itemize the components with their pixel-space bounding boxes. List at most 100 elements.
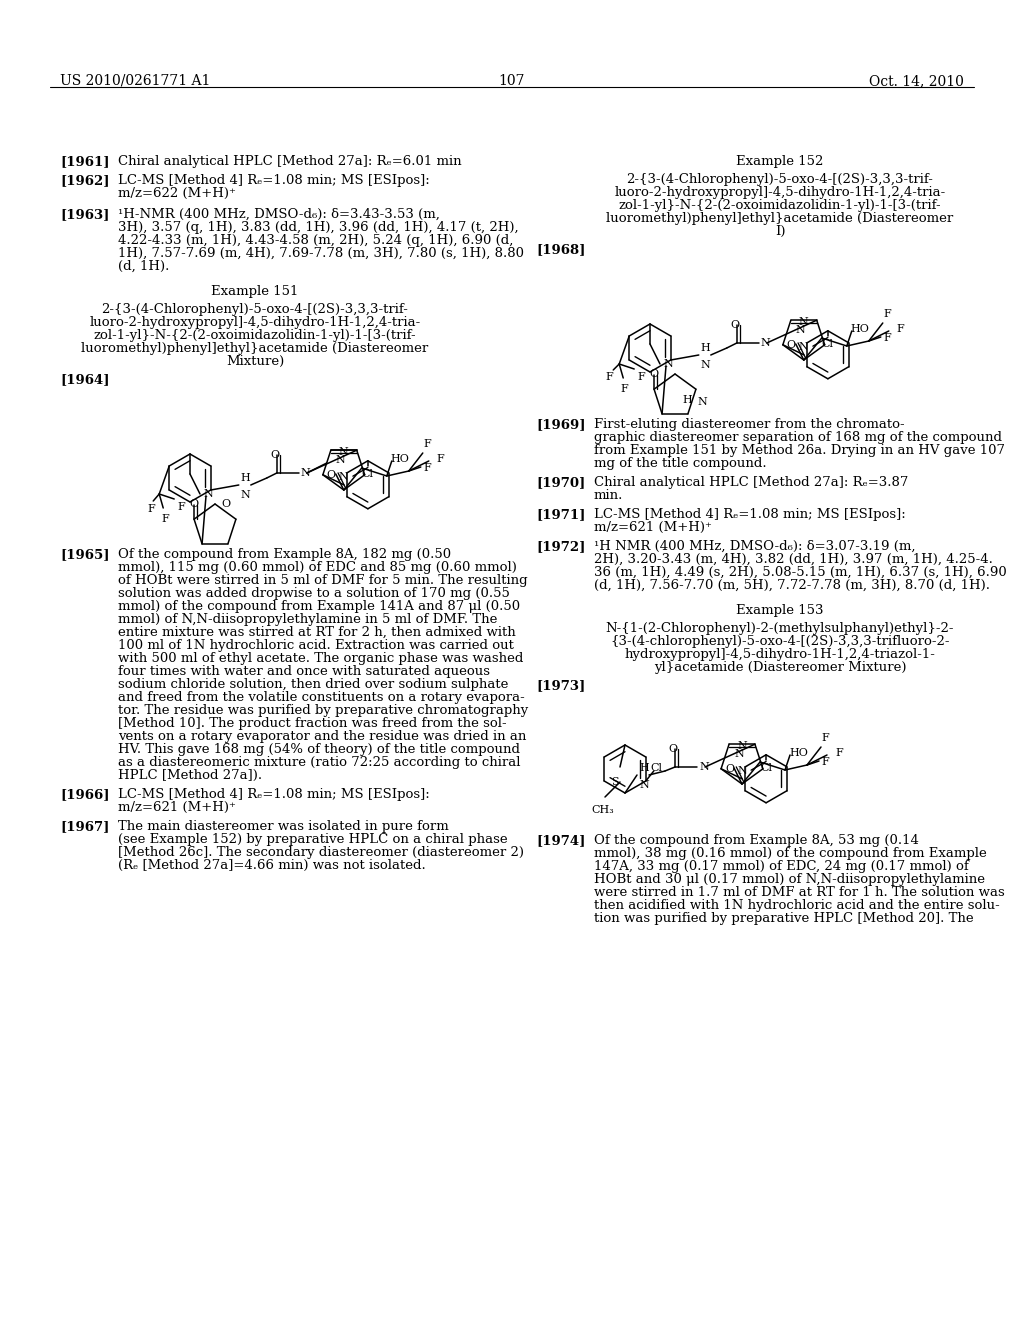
Text: m/z=621 (M+H)⁺: m/z=621 (M+H)⁺ [118, 801, 236, 814]
Text: First-eluting diastereomer from the chromato-: First-eluting diastereomer from the chro… [594, 418, 904, 432]
Text: as a diastereomeric mixture (ratio 72:25 according to chiral: as a diastereomeric mixture (ratio 72:25… [118, 756, 520, 770]
Text: HO: HO [851, 323, 869, 334]
Text: hydroxypropyl]-4,5-dihydro-1H-1,2,4-triazol-1-: hydroxypropyl]-4,5-dihydro-1H-1,2,4-tria… [625, 648, 936, 661]
Text: Example 151: Example 151 [211, 285, 299, 298]
Text: were stirred in 1.7 ml of DMF at RT for 1 h. The solution was: were stirred in 1.7 ml of DMF at RT for … [594, 886, 1005, 899]
Text: I): I) [775, 224, 785, 238]
Text: mmol), 115 mg (0.60 mmol) of EDC and 85 mg (0.60 mmol): mmol), 115 mg (0.60 mmol) of EDC and 85 … [118, 561, 517, 574]
Text: N: N [336, 455, 346, 465]
Text: N: N [737, 742, 746, 751]
Text: F: F [177, 502, 185, 512]
Text: LC-MS [Method 4] Rₑ=1.08 min; MS [ESIpos]:: LC-MS [Method 4] Rₑ=1.08 min; MS [ESIpos… [118, 174, 430, 187]
Text: entire mixture was stirred at RT for 2 h, then admixed with: entire mixture was stirred at RT for 2 h… [118, 626, 516, 639]
Text: [1963]: [1963] [60, 209, 110, 220]
Text: (see Example 152) by preparative HPLC on a chiral phase: (see Example 152) by preparative HPLC on… [118, 833, 508, 846]
Text: sodium chloride solution, then dried over sodium sulphate: sodium chloride solution, then dried ove… [118, 678, 508, 690]
Text: F: F [883, 309, 891, 319]
Text: mmol) of the compound from Example 141A and 87 μl (0.50: mmol) of the compound from Example 141A … [118, 601, 520, 612]
Text: F: F [437, 454, 444, 465]
Text: F: F [821, 733, 828, 743]
Text: yl}acetamide (Diastereomer Mixture): yl}acetamide (Diastereomer Mixture) [653, 661, 906, 675]
Text: O: O [649, 370, 658, 379]
Text: F: F [423, 463, 431, 473]
Text: [1966]: [1966] [60, 788, 110, 801]
Text: The main diastereomer was isolated in pure form: The main diastereomer was isolated in pu… [118, 820, 449, 833]
Text: 107: 107 [499, 74, 525, 88]
Text: [1973]: [1973] [536, 678, 586, 692]
Text: Cl: Cl [361, 469, 374, 479]
Text: H: H [700, 343, 711, 352]
Text: Example 153: Example 153 [736, 605, 823, 616]
Text: N: N [203, 488, 213, 499]
Text: four times with water and once with saturated aqueous: four times with water and once with satu… [118, 665, 490, 678]
Text: HO: HO [391, 454, 410, 465]
Text: HPLC [Method 27a]).: HPLC [Method 27a]). [118, 770, 262, 781]
Text: luoromethyl)phenyl]ethyl}acetamide (Diastereomer: luoromethyl)phenyl]ethyl}acetamide (Dias… [81, 342, 429, 355]
Text: from Example 151 by Method 26a. Drying in an HV gave 107: from Example 151 by Method 26a. Drying i… [594, 444, 1005, 457]
Text: F: F [621, 384, 628, 393]
Text: O: O [327, 470, 336, 480]
Text: luoromethyl)phenyl]ethyl}acetamide (Diastereomer: luoromethyl)phenyl]ethyl}acetamide (Dias… [606, 213, 953, 224]
Text: HOBt and 30 μl (0.17 mmol) of N,N-diisopropylethylamine: HOBt and 30 μl (0.17 mmol) of N,N-diisop… [594, 873, 985, 886]
Text: O: O [730, 319, 739, 330]
Text: [1967]: [1967] [60, 820, 110, 833]
Text: luoro-2-hydroxypropyl]-4,5-dihydro-1H-1,2,4-tria-: luoro-2-hydroxypropyl]-4,5-dihydro-1H-1,… [614, 186, 945, 199]
Text: N: N [700, 360, 711, 370]
Text: H: H [241, 473, 251, 483]
Text: {3-(4-chlorophenyl)-5-oxo-4-[(2S)-3,3,3-trifluoro-2-: {3-(4-chlorophenyl)-5-oxo-4-[(2S)-3,3,3-… [610, 635, 949, 648]
Text: O: O [725, 764, 734, 774]
Text: O: O [669, 744, 678, 754]
Text: N: N [339, 447, 349, 457]
Text: 36 (m, 1H), 4.49 (s, 2H), 5.08-5.15 (m, 1H), 6.37 (s, 1H), 6.90: 36 (m, 1H), 4.49 (s, 2H), 5.08-5.15 (m, … [594, 566, 1007, 579]
Text: vents on a rotary evaporator and the residue was dried in an: vents on a rotary evaporator and the res… [118, 730, 526, 743]
Text: O: O [270, 450, 280, 459]
Text: 100 ml of 1N hydrochloric acid. Extraction was carried out: 100 ml of 1N hydrochloric acid. Extracti… [118, 639, 514, 652]
Text: F: F [605, 372, 613, 381]
Text: 1H), 7.57-7.69 (m, 4H), 7.69-7.78 (m, 3H), 7.80 (s, 1H), 8.80: 1H), 7.57-7.69 (m, 4H), 7.69-7.78 (m, 3H… [118, 247, 524, 260]
Text: [1970]: [1970] [536, 477, 586, 488]
Text: N: N [301, 469, 310, 478]
Text: [1971]: [1971] [536, 508, 586, 521]
Text: 147A, 33 mg (0.17 mmol) of EDC, 24 mg (0.17 mmol) of: 147A, 33 mg (0.17 mmol) of EDC, 24 mg (0… [594, 861, 969, 873]
Text: F: F [897, 323, 904, 334]
Text: zol-1-yl}-N-{2-(2-oxoimidazolidin-1-yl)-1-[3-(trif-: zol-1-yl}-N-{2-(2-oxoimidazolidin-1-yl)-… [93, 329, 417, 342]
Text: N: N [699, 762, 709, 772]
Text: tor. The residue was purified by preparative chromatography: tor. The residue was purified by prepara… [118, 704, 528, 717]
Text: solution was added dropwise to a solution of 170 mg (0.55: solution was added dropwise to a solutio… [118, 587, 510, 601]
Text: N: N [339, 473, 348, 482]
Text: N: N [799, 317, 809, 327]
Text: (d, 1H).: (d, 1H). [118, 260, 169, 273]
Text: LC-MS [Method 4] Rₑ=1.08 min; MS [ESIpos]:: LC-MS [Method 4] Rₑ=1.08 min; MS [ESIpos… [594, 508, 906, 521]
Text: Oct. 14, 2010: Oct. 14, 2010 [869, 74, 964, 88]
Text: F: F [637, 372, 645, 381]
Text: 2H), 3.20-3.43 (m, 4H), 3.82 (dd, 1H), 3.97 (m, 1H), 4.25-4.: 2H), 3.20-3.43 (m, 4H), 3.82 (dd, 1H), 3… [594, 553, 993, 566]
Text: N: N [241, 490, 251, 500]
Text: N: N [734, 750, 743, 759]
Text: 3H), 3.57 (q, 1H), 3.83 (dd, 1H), 3.96 (dd, 1H), 4.17 (t, 2H),: 3H), 3.57 (q, 1H), 3.83 (dd, 1H), 3.96 (… [118, 220, 518, 234]
Text: N: N [761, 338, 770, 348]
Text: (Rₑ [Method 27a]=4.66 min) was not isolated.: (Rₑ [Method 27a]=4.66 min) was not isola… [118, 859, 426, 873]
Text: then acidified with 1N hydrochloric acid and the entire solu-: then acidified with 1N hydrochloric acid… [594, 899, 999, 912]
Text: O: O [786, 341, 796, 350]
Text: [Method 26c]. The secondary diastereomer (diastereomer 2): [Method 26c]. The secondary diastereomer… [118, 846, 524, 859]
Text: H: H [682, 395, 692, 405]
Text: tion was purified by preparative HPLC [Method 20]. The: tion was purified by preparative HPLC [M… [594, 912, 974, 925]
Text: Example 152: Example 152 [736, 154, 823, 168]
Text: [1965]: [1965] [60, 548, 110, 561]
Text: [1962]: [1962] [60, 174, 110, 187]
Text: [1968]: [1968] [536, 243, 586, 256]
Text: ¹H-NMR (400 MHz, DMSO-d₆): δ=3.43-3.53 (m,: ¹H-NMR (400 MHz, DMSO-d₆): δ=3.43-3.53 (… [118, 209, 440, 220]
Text: with 500 ml of ethyl acetate. The organic phase was washed: with 500 ml of ethyl acetate. The organi… [118, 652, 523, 665]
Text: CH₃: CH₃ [592, 805, 614, 814]
Text: O: O [221, 499, 230, 510]
Text: mmol) of N,N-diisopropylethylamine in 5 ml of DMF. The: mmol) of N,N-diisopropylethylamine in 5 … [118, 612, 498, 626]
Text: m/z=622 (M+H)⁺: m/z=622 (M+H)⁺ [118, 187, 236, 201]
Text: luoro-2-hydroxypropyl]-4,5-dihydro-1H-1,2,4-tria-: luoro-2-hydroxypropyl]-4,5-dihydro-1H-1,… [89, 315, 421, 329]
Text: N: N [796, 325, 806, 335]
Text: 2-{3-(4-Chlorophenyl)-5-oxo-4-[(2S)-3,3,3-trif-: 2-{3-(4-Chlorophenyl)-5-oxo-4-[(2S)-3,3,… [627, 173, 934, 186]
Text: Cl: Cl [651, 763, 663, 774]
Text: N: N [663, 359, 673, 370]
Text: mg of the title compound.: mg of the title compound. [594, 457, 767, 470]
Text: [1972]: [1972] [536, 540, 586, 553]
Text: of HOBt were stirred in 5 ml of DMF for 5 min. The resulting: of HOBt were stirred in 5 ml of DMF for … [118, 574, 527, 587]
